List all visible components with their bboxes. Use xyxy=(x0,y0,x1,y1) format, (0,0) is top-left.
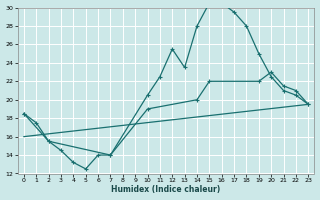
X-axis label: Humidex (Indice chaleur): Humidex (Indice chaleur) xyxy=(111,185,221,194)
